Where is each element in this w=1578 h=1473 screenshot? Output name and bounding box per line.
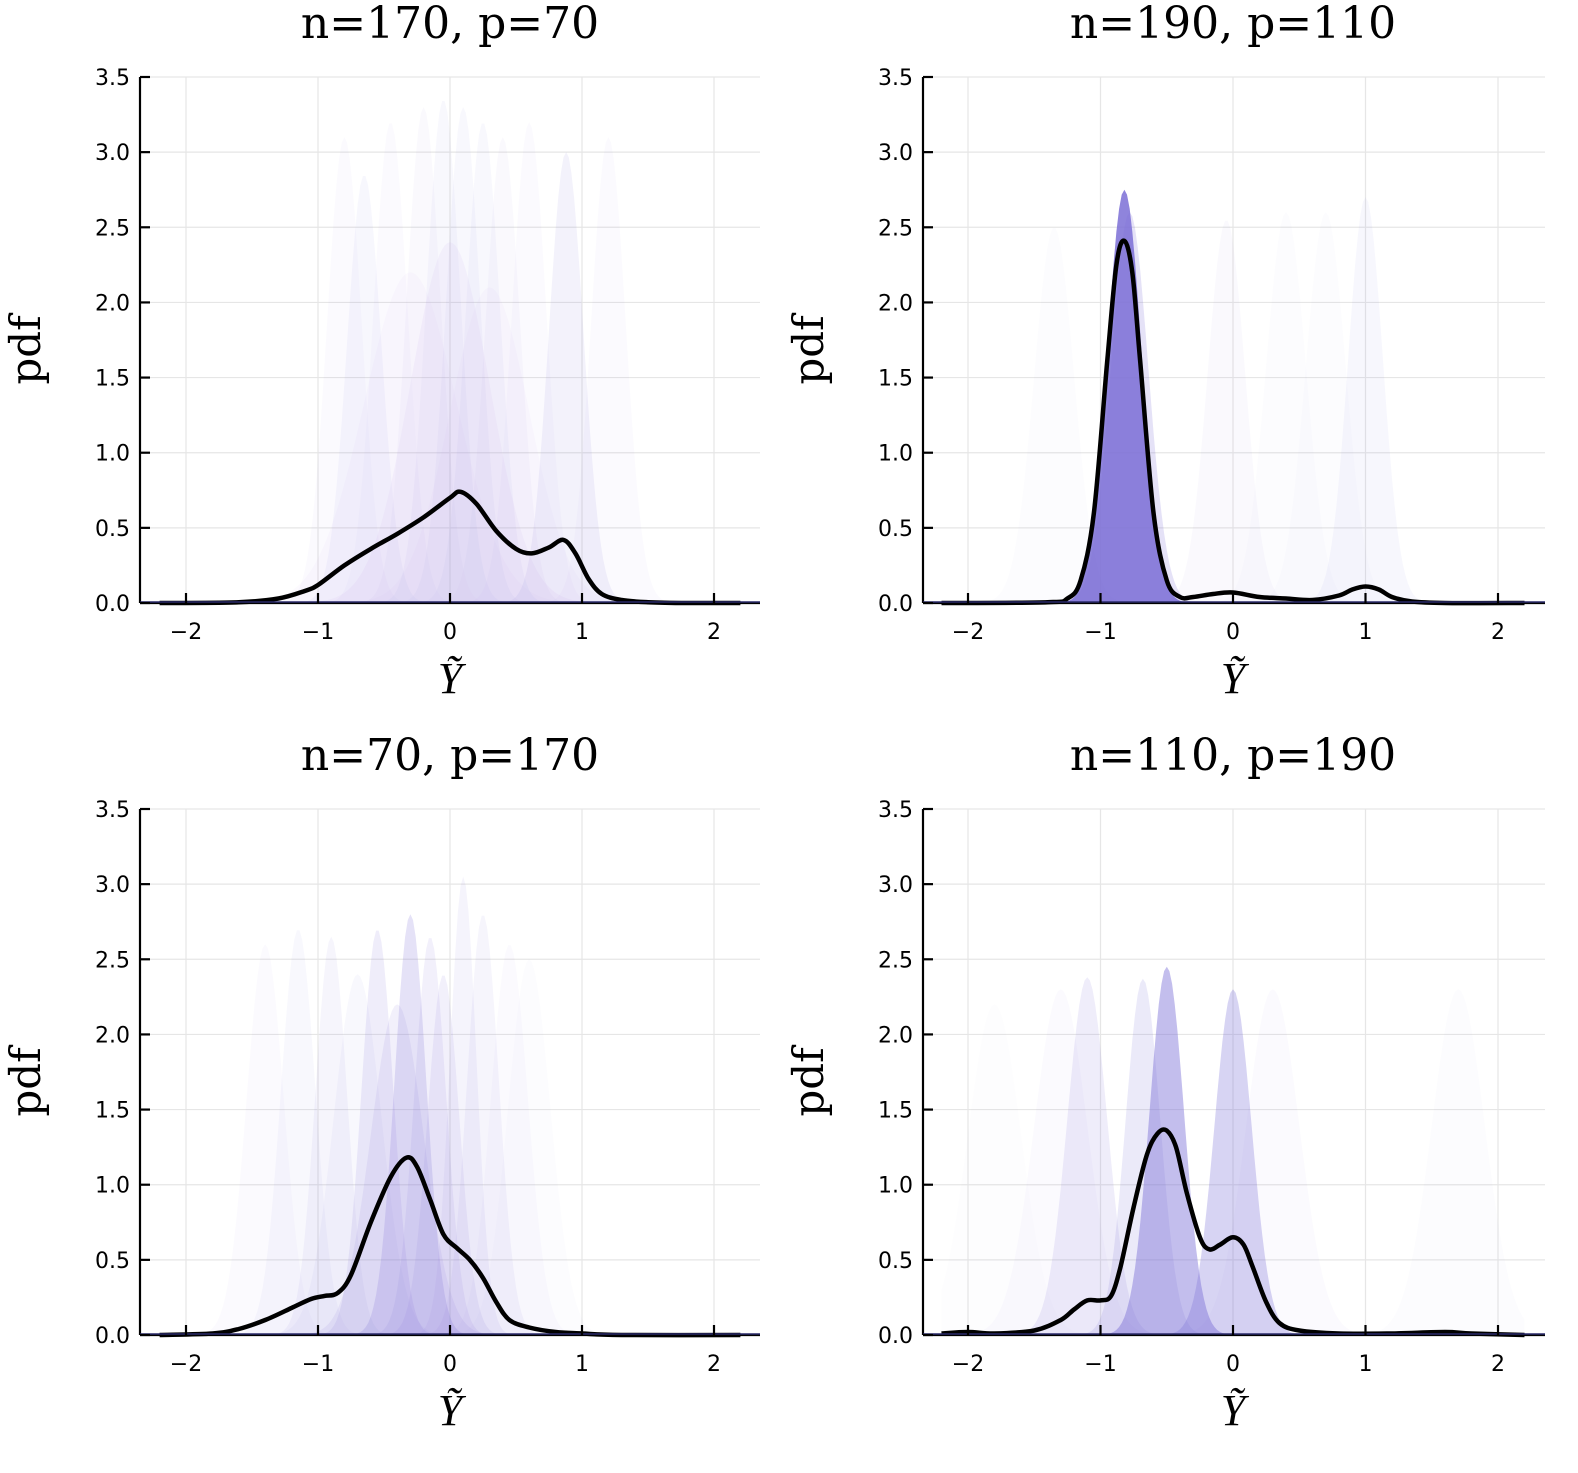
kde-line	[941, 238, 1525, 606]
subplot-2: 0.0 0.5 1.0 1.5 2.0 2.5 3.0 3.5 −2 −1 0 1 2 n=190, p=…	[784, 0, 1545, 703]
kde-line	[941, 1127, 1525, 1338]
x-tick-label: 1	[1359, 1352, 1373, 1377]
y-tick-label: 2.5	[878, 948, 913, 973]
y-tick-label: 2.0	[878, 291, 913, 316]
y-tick-label: 1.5	[878, 367, 913, 392]
y-tick-label: 0.5	[878, 517, 913, 542]
kde-line	[159, 1155, 741, 1338]
x-tick-label: 2	[707, 1352, 721, 1377]
subplot-title: n=170, p=70	[301, 0, 599, 49]
x-axis-label: Ỹ	[438, 1386, 467, 1435]
component-densities	[159, 876, 741, 1335]
y-tick-label: 3.5	[95, 798, 130, 823]
x-tick-label: −1	[302, 1352, 334, 1377]
component-densities	[941, 189, 1525, 603]
y-axis-label: pdf	[784, 1044, 833, 1117]
subplot-1: 0.0 0.5 1.0 1.5 2.0 2.5 3.0 3.5 −2 −1 0 1 2 n=170, p=…	[1, 0, 760, 703]
y-tick-label: 1.0	[95, 1174, 130, 1199]
y-tick-label: 2.0	[95, 1023, 130, 1048]
component-density-14	[159, 287, 741, 603]
y-tick-label: 3.0	[95, 873, 130, 898]
x-tick-label: 1	[575, 1352, 589, 1377]
component-density-5	[159, 107, 741, 603]
grid	[923, 808, 1545, 1335]
x-axis-label: Ỹ	[1221, 654, 1250, 703]
component-densities	[159, 101, 741, 603]
x-axis-label: Ỹ	[1221, 1386, 1250, 1435]
x-tick-label: 0	[1226, 1352, 1240, 1377]
y-tick-label: 0.0	[95, 592, 130, 617]
component-density-4	[941, 977, 1525, 1335]
y-tick-label: 1.0	[878, 1174, 913, 1199]
y-tick-label: 3.0	[878, 141, 913, 166]
y-tick-label: 1.5	[95, 1099, 130, 1124]
x-axis-label: Ỹ	[438, 654, 467, 703]
y-tick-label: 3.5	[95, 66, 130, 91]
y-tick-label: 0.0	[878, 1324, 913, 1349]
y-tick-label: 3.5	[878, 66, 913, 91]
component-density-8	[159, 930, 741, 1335]
x-tick-label: −2	[170, 1352, 202, 1377]
subplot-4: 0.0 0.5 1.0 1.5 2.0 2.5 3.0 3.5 −2 −1 0 1 2 n=110, p=…	[784, 730, 1545, 1435]
kde-line	[159, 489, 741, 606]
y-tick-label: 2.5	[95, 948, 130, 973]
subplot-title: n=190, p=110	[1070, 0, 1396, 49]
component-density-13	[159, 272, 741, 603]
x-tick-label: 0	[1226, 620, 1240, 645]
x-tick-label: 0	[443, 1352, 457, 1377]
component-density-3	[159, 876, 741, 1335]
x-tick-label: 1	[575, 620, 589, 645]
y-tick-label: 2.5	[878, 216, 913, 241]
component-densities	[941, 966, 1525, 1335]
x-tick-label: 2	[1491, 1352, 1505, 1377]
x-tick-label: 1	[1359, 620, 1373, 645]
y-axis-label: pdf	[784, 312, 833, 385]
y-axis-label: pdf	[1, 312, 50, 385]
x-tick-label: 0	[443, 620, 457, 645]
y-tick-label: 0.0	[878, 592, 913, 617]
subplot-title: n=70, p=170	[301, 730, 599, 781]
x-tick-label: −2	[952, 1352, 984, 1377]
y-tick-label: 0.0	[95, 1324, 130, 1349]
y-tick-label: 2.5	[95, 216, 130, 241]
grid	[140, 808, 760, 1335]
component-density-4	[941, 220, 1525, 603]
component-density-7	[159, 107, 741, 603]
component-density-6	[159, 101, 741, 603]
grid	[923, 76, 1545, 603]
x-tick-label: 2	[1491, 620, 1505, 645]
x-tick-label: −1	[1084, 1352, 1116, 1377]
subplot-3: 0.0 0.5 1.0 1.5 2.0 2.5 3.0 3.5 −2 −1 0 1 2 n=70, p=1…	[1, 730, 760, 1435]
component-density-12	[159, 242, 741, 603]
x-tick-label: −1	[302, 620, 334, 645]
y-tick-label: 1.0	[878, 442, 913, 467]
y-tick-label: 0.5	[878, 1249, 913, 1274]
y-tick-label: 1.5	[95, 367, 130, 392]
y-axis-label: pdf	[1, 1044, 50, 1117]
subplot-title: n=110, p=190	[1070, 730, 1396, 781]
y-tick-label: 3.0	[878, 873, 913, 898]
x-tick-label: −1	[1084, 620, 1116, 645]
y-tick-label: 1.5	[878, 1099, 913, 1124]
component-density-5	[159, 938, 741, 1335]
y-tick-label: 0.5	[95, 517, 130, 542]
y-tick-label: 0.5	[95, 1249, 130, 1274]
grid	[140, 76, 760, 603]
component-density-3	[941, 197, 1525, 603]
y-tick-label: 3.5	[878, 798, 913, 823]
x-tick-label: −2	[952, 620, 984, 645]
y-tick-label: 1.0	[95, 442, 130, 467]
component-density-6	[159, 975, 741, 1335]
y-tick-label: 3.0	[95, 141, 130, 166]
y-tick-label: 2.0	[878, 1023, 913, 1048]
x-tick-label: −2	[170, 620, 202, 645]
y-tick-label: 2.0	[95, 291, 130, 316]
component-density-2	[941, 989, 1525, 1335]
x-tick-label: 2	[707, 620, 721, 645]
